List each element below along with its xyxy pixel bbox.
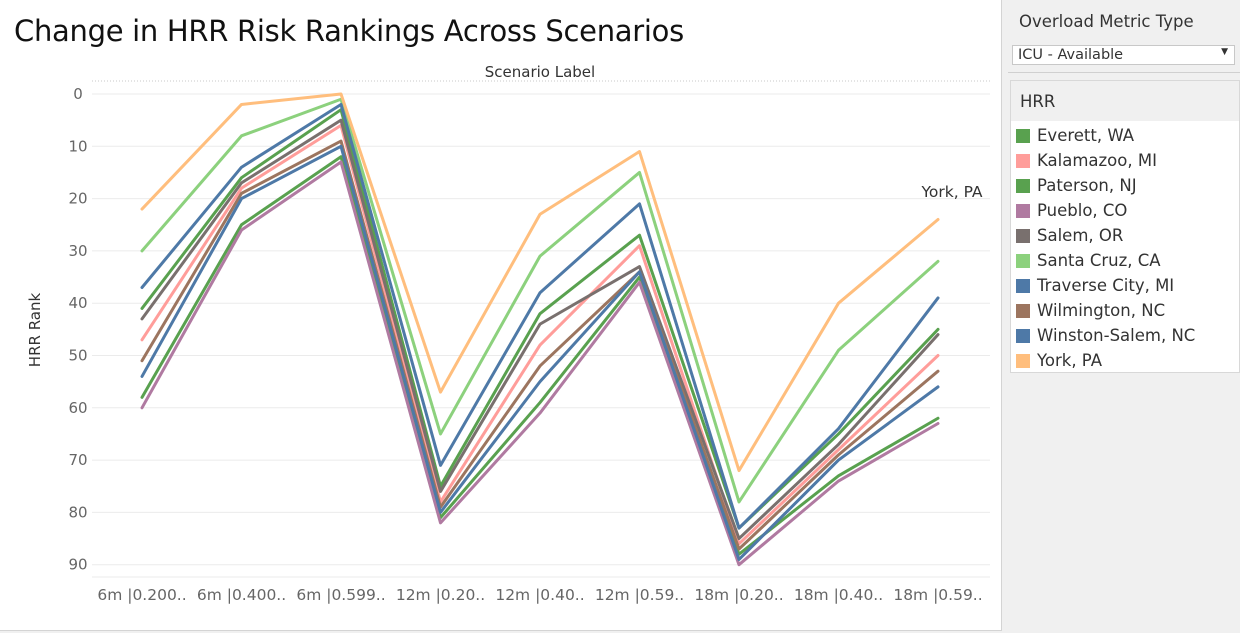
chart-title: Change in HRR Risk Rankings Across Scena… bbox=[14, 14, 684, 48]
y-tick-label: 90 bbox=[68, 556, 87, 574]
legend-swatch bbox=[1016, 229, 1030, 243]
series-line-paterson-nj[interactable] bbox=[140, 155, 940, 556]
x-tick-label: 6m |0.400.. bbox=[197, 586, 286, 604]
x-tick-label: 12m |0.40.. bbox=[495, 586, 584, 604]
column-header: Scenario Label bbox=[485, 63, 595, 81]
legend-label: Traverse City, MI bbox=[1037, 276, 1175, 295]
legend-header: HRR bbox=[1011, 81, 1239, 121]
legend-label: Paterson, NJ bbox=[1037, 176, 1137, 195]
legend-swatch bbox=[1016, 329, 1030, 343]
legend-item[interactable]: York, PA bbox=[1011, 350, 1239, 372]
filter-card: Overload Metric Type ICU - Available ▼ bbox=[1008, 0, 1240, 73]
x-tick-label: 6m |0.200.. bbox=[97, 586, 186, 604]
y-tick-label: 40 bbox=[68, 294, 87, 312]
legend-label: Everett, WA bbox=[1037, 126, 1135, 145]
legend-item[interactable]: Traverse City, MI bbox=[1011, 275, 1239, 297]
x-tick-label: 12m |0.20.. bbox=[396, 586, 485, 604]
legend-label: Santa Cruz, CA bbox=[1037, 251, 1161, 270]
right-panel: Overload Metric Type ICU - Available ▼ H… bbox=[1008, 0, 1240, 633]
legend-swatch bbox=[1016, 129, 1030, 143]
filter-title: Overload Metric Type bbox=[1019, 12, 1194, 31]
series-line-everett-wa[interactable] bbox=[140, 108, 940, 530]
legend-swatch bbox=[1016, 254, 1030, 268]
legend-item[interactable]: Salem, OR bbox=[1011, 225, 1239, 247]
legend-swatch bbox=[1016, 304, 1030, 318]
y-tick-label: 20 bbox=[68, 190, 87, 208]
legend-item[interactable]: Everett, WA bbox=[1011, 125, 1239, 147]
series-line-salem-or[interactable] bbox=[140, 118, 940, 541]
legend-label: Pueblo, CO bbox=[1037, 201, 1128, 220]
x-tick-label: 18m |0.40.. bbox=[794, 586, 883, 604]
x-tick-label: 12m |0.59.. bbox=[595, 586, 684, 604]
x-tick-label: 6m |0.599.. bbox=[296, 586, 385, 604]
y-tick-label: 30 bbox=[68, 242, 87, 260]
legend-label: Kalamazoo, MI bbox=[1037, 151, 1157, 170]
x-tick-label: 18m |0.59.. bbox=[893, 586, 982, 604]
legend-item[interactable]: Santa Cruz, CA bbox=[1011, 250, 1239, 272]
legend-item[interactable]: Paterson, NJ bbox=[1011, 175, 1239, 197]
series-line-santa-cruz-ca[interactable] bbox=[140, 97, 940, 504]
y-tick-label: 70 bbox=[68, 451, 87, 469]
series-line-kalamazoo-mi[interactable] bbox=[140, 123, 940, 546]
series-line-pueblo-co[interactable] bbox=[140, 160, 940, 567]
legend-item[interactable]: Winston-Salem, NC bbox=[1011, 325, 1239, 347]
dropdown-arrow-icon[interactable]: ▼ bbox=[1221, 47, 1228, 57]
legend-item[interactable]: Pueblo, CO bbox=[1011, 200, 1239, 222]
series-end-label: York, PA bbox=[920, 183, 982, 201]
dropdown-selected-value: ICU - Available bbox=[1018, 47, 1124, 63]
overload-metric-dropdown[interactable]: ICU - Available ▼ bbox=[1012, 45, 1235, 65]
x-axis-ticks: 6m |0.200.. 6m |0.400.. 6m |0.599.. 12m |0.… bbox=[97, 586, 982, 604]
legend-title: HRR bbox=[1020, 92, 1056, 111]
series-lines bbox=[140, 92, 940, 567]
legend-swatch bbox=[1016, 204, 1030, 218]
legend-label: Winston-Salem, NC bbox=[1037, 326, 1196, 345]
y-tick-label: 10 bbox=[68, 137, 87, 155]
y-tick-label: 50 bbox=[68, 347, 87, 365]
series-line-york-pa[interactable] bbox=[140, 92, 940, 473]
legend-label: Salem, OR bbox=[1037, 226, 1124, 245]
series-line-winston-salem-nc[interactable] bbox=[140, 144, 940, 561]
line-chart: Scenario Label HRR Rank 0 10 20 30 40 50 60 70 8… bbox=[26, 63, 990, 604]
chart-panel: Change in HRR Risk Rankings Across Scena… bbox=[0, 0, 1002, 631]
legend-item[interactable]: Kalamazoo, MI bbox=[1011, 150, 1239, 172]
legend-item[interactable]: Wilmington, NC bbox=[1011, 300, 1239, 322]
legend-label: York, PA bbox=[1037, 351, 1102, 370]
y-tick-label: 80 bbox=[68, 503, 87, 521]
legend-swatch bbox=[1016, 179, 1030, 193]
y-tick-label: 60 bbox=[68, 399, 87, 417]
y-axis-ticks: 0 10 20 30 40 50 60 70 80 90 bbox=[68, 85, 87, 574]
y-axis-title: HRR Rank bbox=[26, 293, 44, 368]
legend-label: Wilmington, NC bbox=[1037, 301, 1166, 320]
y-tick-label: 0 bbox=[73, 85, 83, 103]
legend-swatch bbox=[1016, 354, 1030, 368]
x-tick-label: 18m |0.20.. bbox=[694, 586, 783, 604]
legend-swatch bbox=[1016, 154, 1030, 168]
series-line-traverse-city-mi[interactable] bbox=[140, 102, 940, 530]
legend: HRR Everett, WA Kalamazoo, MI Paterson, NJ… bbox=[1010, 80, 1240, 373]
legend-swatch bbox=[1016, 279, 1030, 293]
series-line-wilmington-nc[interactable] bbox=[140, 139, 940, 551]
